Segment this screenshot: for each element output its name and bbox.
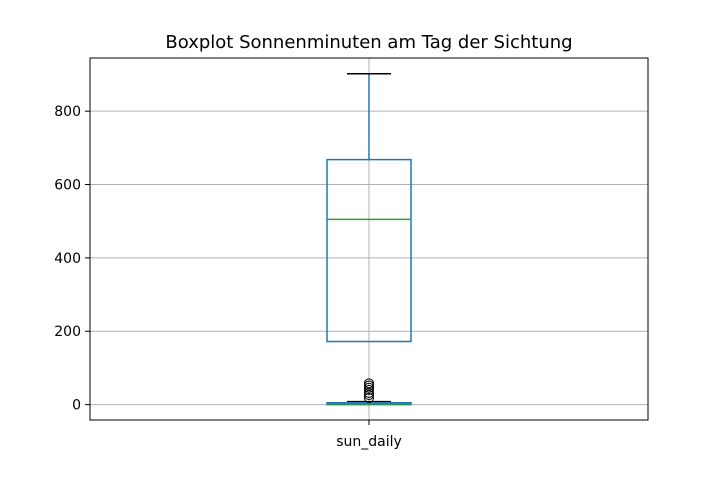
y-tick-label: 0 bbox=[72, 398, 81, 414]
y-tick-label: 400 bbox=[54, 251, 81, 267]
x-tick-label: sun_daily bbox=[336, 434, 402, 450]
chart-title: Boxplot Sonnenminuten am Tag der Sichtun… bbox=[165, 32, 572, 53]
axis-layer: 0 200 400 600 800 sun_daily bbox=[54, 104, 402, 450]
y-tick-label: 800 bbox=[54, 104, 81, 120]
y-tick-label: 200 bbox=[54, 324, 81, 340]
y-tick-label: 600 bbox=[54, 178, 81, 194]
